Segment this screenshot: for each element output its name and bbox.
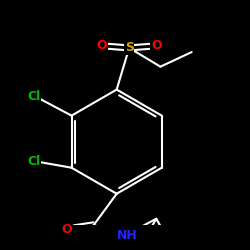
Text: S: S [125, 42, 134, 54]
Text: Cl: Cl [28, 90, 41, 103]
Text: NH: NH [117, 229, 138, 242]
Text: O: O [61, 223, 72, 236]
Text: O: O [151, 39, 162, 52]
Text: Cl: Cl [28, 155, 41, 168]
Text: O: O [97, 39, 108, 52]
